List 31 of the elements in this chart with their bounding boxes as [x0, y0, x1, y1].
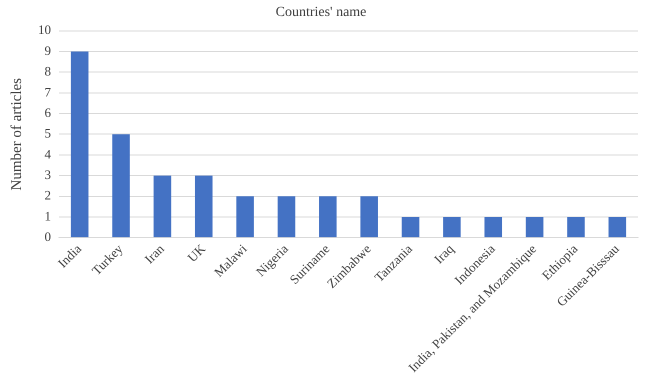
y-tick-label: 4	[44, 146, 52, 162]
bar	[319, 196, 337, 238]
bar	[443, 216, 461, 238]
y-tick-label: 7	[44, 84, 52, 100]
bar	[526, 216, 544, 238]
y-tick-label: 10	[38, 22, 51, 38]
bar	[608, 216, 626, 238]
x-tick-label: Iran	[142, 240, 168, 267]
bar	[278, 196, 296, 238]
bar	[194, 176, 213, 238]
bar	[70, 51, 88, 238]
x-tick-label: Iraq	[431, 240, 457, 267]
bar	[360, 196, 378, 238]
bar	[484, 216, 502, 238]
bar	[236, 196, 254, 238]
y-tick-label: 8	[44, 64, 51, 79]
chart-title: Countries' name	[276, 5, 366, 20]
y-tick-label: 2	[44, 188, 51, 203]
x-tick-label: India	[54, 240, 84, 271]
y-tick-label: 5	[44, 126, 51, 141]
y-axis-title: Number of articles	[8, 78, 25, 190]
bar	[154, 176, 172, 238]
x-tick-label: UK	[184, 240, 209, 266]
y-tick-label: 9	[44, 42, 51, 58]
y-tick-label: 0	[44, 229, 51, 244]
y-tick-label: 3	[44, 167, 51, 182]
y-tick-label: 6	[44, 104, 52, 120]
y-tick-label: 1	[44, 208, 51, 224]
bar	[112, 134, 130, 238]
bar	[402, 216, 420, 238]
bar	[567, 216, 585, 238]
